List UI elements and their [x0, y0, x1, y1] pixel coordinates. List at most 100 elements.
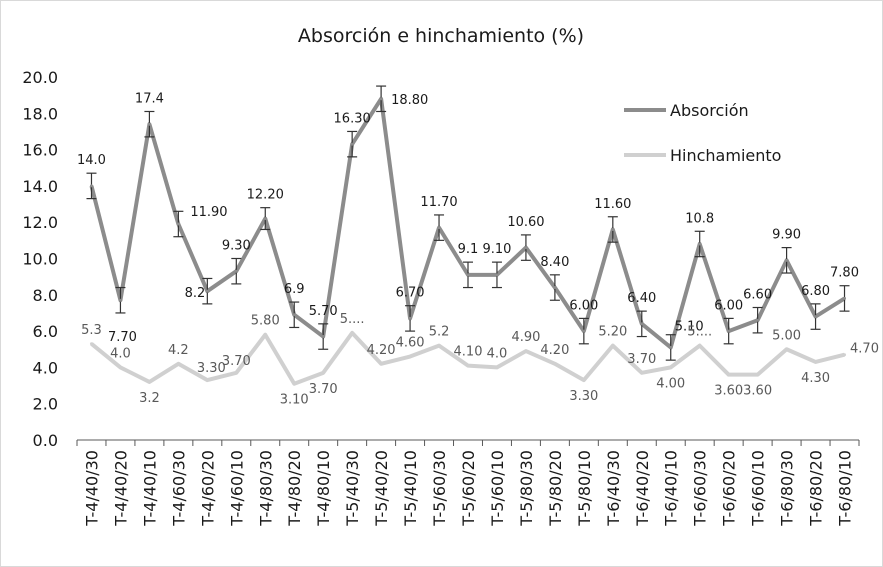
legend-item-absorcion: Absorción — [624, 101, 749, 120]
point-absorcion — [408, 316, 412, 320]
point-hinchamiento — [89, 342, 93, 346]
point-hinchamiento — [640, 371, 644, 375]
point-absorcion — [147, 122, 151, 126]
data-label-hinchamiento: 4.20 — [540, 343, 569, 358]
point-absorcion — [321, 335, 325, 339]
data-label-hinchamiento: 5.00 — [772, 328, 801, 343]
point-absorcion — [263, 217, 267, 221]
x-tick-label: T-4/40/20 — [111, 450, 130, 527]
y-tick-label: 18.0 — [22, 104, 58, 123]
data-label-hinchamiento: 3.70 — [309, 382, 338, 397]
legend-item-hinchamiento: Hinchamiento — [624, 146, 781, 165]
x-tick-label: T-6/80/10 — [836, 450, 855, 527]
data-label-absorcion: 6.70 — [396, 286, 425, 301]
point-absorcion — [205, 289, 209, 293]
x-tick-label: T-5/40/30 — [343, 450, 362, 527]
x-tick-label: T-5/40/20 — [372, 450, 391, 527]
legend-label: Absorción — [670, 101, 749, 120]
series-layer — [86, 85, 850, 386]
point-hinchamiento — [437, 344, 441, 348]
point-hinchamiento — [669, 365, 673, 369]
data-label-absorcion: 9.90 — [772, 228, 801, 243]
data-label-hinchamiento: 5.... — [687, 325, 712, 340]
point-hinchamiento — [321, 371, 325, 375]
data-label-hinchamiento: 3.60 — [743, 384, 772, 399]
x-tick-label: T-4/60/30 — [169, 450, 188, 527]
point-absorcion — [756, 318, 760, 322]
data-label-hinchamiento: 4.20 — [367, 343, 396, 358]
y-tick-label: 16.0 — [22, 141, 58, 160]
x-tick-label: T-5/80/20 — [546, 450, 565, 527]
data-label-absorcion: 5.70 — [309, 304, 338, 319]
data-label-absorcion: 6.00 — [714, 298, 743, 313]
point-hinchamiento — [582, 378, 586, 382]
point-absorcion — [785, 258, 789, 262]
y-tick-label: 6.0 — [33, 322, 58, 341]
data-label-absorcion: 11.70 — [420, 195, 457, 210]
x-tick-label: T-5/60/20 — [459, 450, 478, 527]
point-absorcion — [234, 269, 238, 273]
data-label-hinchamiento: 5.2 — [429, 325, 450, 340]
point-absorcion — [350, 142, 354, 146]
point-hinchamiento — [785, 347, 789, 351]
point-hinchamiento — [118, 365, 122, 369]
y-tick-label: 4.0 — [33, 358, 58, 377]
point-absorcion — [379, 97, 383, 101]
data-label-absorcion: 8.40 — [540, 255, 569, 270]
y-tick-label: 8.0 — [33, 286, 58, 305]
data-labels-layer: 14.0 7.70 17.4 11.90 8.2 9.30 12.20 6.9 5.70 16.3… — [77, 91, 879, 407]
data-label-absorcion: 6.9 — [284, 282, 305, 297]
x-tick-label: T-6/80/20 — [807, 450, 826, 527]
data-label-absorcion: 18.80 — [391, 93, 428, 108]
point-absorcion — [698, 242, 702, 246]
x-tick-label: T-4/80/30 — [256, 450, 275, 527]
x-tick-label: T-4/80/10 — [314, 450, 333, 527]
point-absorcion — [640, 322, 644, 326]
y-tick-label: 20.0 — [22, 68, 58, 87]
point-hinchamiento — [553, 362, 557, 366]
x-tick-label: T-6/80/30 — [778, 450, 797, 527]
legend-label: Hinchamiento — [670, 146, 781, 165]
point-hinchamiento — [843, 353, 847, 357]
point-absorcion — [727, 329, 731, 333]
x-tick-label: T-4/40/30 — [82, 450, 101, 527]
point-hinchamiento — [524, 349, 528, 353]
point-absorcion — [553, 286, 557, 290]
data-label-hinchamiento: 3.70 — [222, 354, 251, 369]
point-absorcion — [582, 329, 586, 333]
x-tick-label: T-4/40/10 — [140, 450, 159, 527]
x-tick-label: T-5/60/30 — [430, 450, 449, 527]
data-label-absorcion: 9.1 — [458, 242, 479, 257]
axes: 0.0 2.0 4.0 6.0 8.0 10.0 12.0 14.0 16.0 18.0 20.0 T… — [22, 68, 860, 527]
data-label-hinchamiento: 4.0 — [110, 346, 131, 361]
point-absorcion — [466, 273, 470, 277]
x-tick-label: T-6/40/20 — [633, 450, 652, 527]
point-hinchamiento — [234, 371, 238, 375]
point-absorcion — [669, 345, 673, 349]
x-tick-label: T-6/40/30 — [604, 450, 623, 527]
data-label-absorcion: 6.60 — [743, 288, 772, 303]
data-label-hinchamiento: 4.10 — [454, 345, 483, 360]
data-label-absorcion: 12.20 — [247, 188, 284, 203]
data-label-hinchamiento: 3.70 — [627, 352, 656, 367]
point-hinchamiento — [756, 373, 760, 377]
point-hinchamiento — [350, 331, 354, 335]
x-tick-label: T-6/60/30 — [691, 450, 710, 527]
y-tick-label: 12.0 — [22, 213, 58, 232]
point-hinchamiento — [292, 382, 296, 386]
data-label-hinchamiento: 3.60 — [714, 384, 743, 399]
data-label-hinchamiento: 4.60 — [396, 336, 425, 351]
point-hinchamiento — [205, 378, 209, 382]
data-label-hinchamiento: 4.90 — [511, 330, 540, 345]
data-label-absorcion: 17.4 — [135, 91, 164, 106]
data-label-hinchamiento: 5.20 — [598, 325, 627, 340]
data-label-absorcion: 16.30 — [334, 111, 371, 126]
point-hinchamiento — [611, 344, 615, 348]
point-hinchamiento — [727, 373, 731, 377]
data-label-hinchamiento: 4.2 — [168, 343, 189, 358]
point-absorcion — [814, 315, 818, 319]
x-tick-label: T-5/60/10 — [488, 450, 507, 527]
x-tick-label: T-6/60/10 — [749, 450, 768, 527]
data-label-absorcion: 9.30 — [222, 239, 251, 254]
